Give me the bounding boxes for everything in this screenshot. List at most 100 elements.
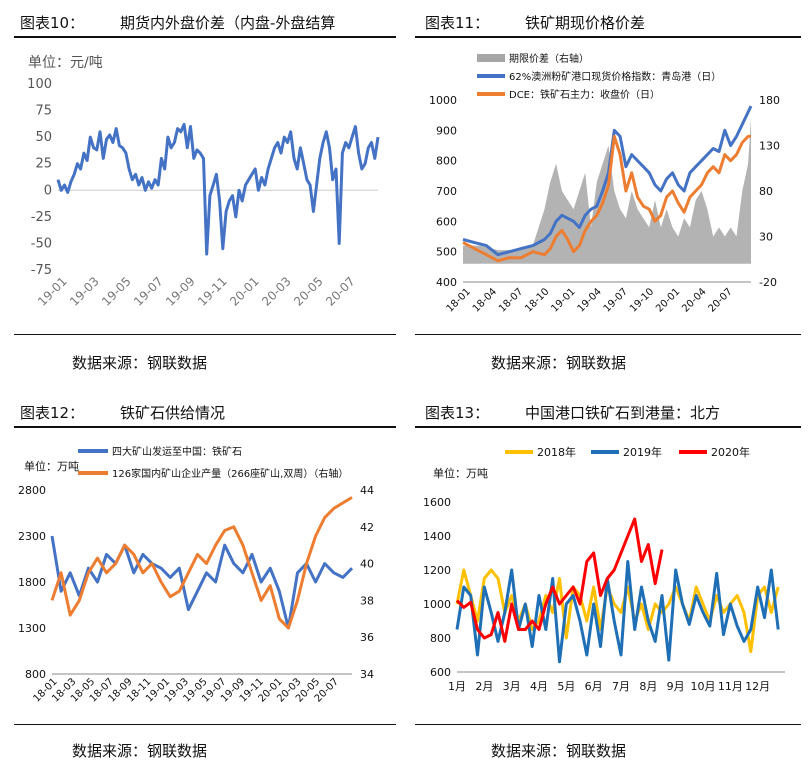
y-tick-label: 800: [25, 668, 46, 681]
fig11-title: 铁矿期现价格价差: [525, 14, 646, 32]
fig11-top-rule: [415, 36, 801, 38]
y-tick-label: 500: [436, 246, 457, 259]
y2-tick-label: 44: [360, 484, 374, 497]
unit-label: 单位：元/吨: [28, 55, 103, 71]
legend-label: 2019年: [623, 445, 662, 459]
series-line-0: [455, 568, 780, 654]
y-tick-label: 100: [27, 77, 52, 92]
y-tick-label: 1200: [423, 564, 451, 577]
x-tick-label: 10月: [691, 680, 716, 693]
x-tick-label: 20-04: [680, 286, 708, 314]
legend-label: 62%澳洲粉矿港口现货价格指数：青岛港（日）: [509, 70, 721, 83]
x-tick-label: 9月: [667, 680, 685, 693]
x-tick-label: 19-04: [576, 286, 604, 314]
x-tick-label: 19-05: [99, 274, 134, 309]
series-line-1: [455, 560, 780, 664]
x-tick-label: 6月: [585, 680, 603, 693]
fig10-chart: 单位：元/吨 100 75 50 25 0 -25 -50 -7519-0119-0319-05…: [27, 55, 380, 309]
x-tick-label: 20-01: [654, 286, 682, 314]
legend-label: 2018年: [537, 445, 576, 459]
x-tick-label: 5月: [557, 680, 575, 693]
y-tick-label: 1400: [423, 530, 451, 543]
fig13-bottom-rule: [415, 724, 801, 725]
fig11-bottom-rule: [415, 334, 801, 335]
y2-tick-label: -20: [759, 276, 777, 289]
fig13-title: 中国港口铁矿石到港量：北方: [525, 404, 721, 422]
y-tick-label: -50: [31, 236, 52, 251]
y-tick-label: 50: [35, 130, 52, 145]
x-tick-label: 19-09: [163, 274, 198, 309]
x-tick-label: 19-07: [131, 274, 166, 309]
y-tick-label: -75: [31, 263, 52, 278]
y-tick-label: 1000: [423, 598, 451, 611]
y2-tick-label: 36: [360, 631, 374, 644]
fig13-top-rule: [415, 426, 801, 428]
y-tick-label: 2800: [18, 484, 46, 497]
x-tick-label: 1月: [448, 680, 466, 693]
unit-label: 单位：万吨: [433, 466, 488, 480]
fig11-chart: 1000 900 800 700 600 500 400 180 130 80 30 -20 18-01…: [429, 52, 780, 315]
series-line-1: [462, 105, 753, 257]
x-tick-label: 8月: [639, 680, 657, 693]
y-tick-label: 75: [35, 104, 52, 119]
fig12-number: 图表12：: [20, 404, 85, 422]
fig10-source: 数据来源：钢联数据: [72, 354, 208, 372]
fig12-title: 铁矿石供给情况: [120, 404, 226, 422]
x-tick-label: 11月: [718, 680, 743, 693]
x-tick-label: 2月: [475, 680, 493, 693]
y-tick-label: 25: [35, 157, 52, 172]
x-tick-label: 20-07: [706, 286, 734, 314]
fig10-number: 图表10：: [20, 14, 85, 32]
series-line-0: [50, 535, 354, 630]
fig12-chart: 单位：万吨280023001800130080044424038363418-0…: [18, 445, 374, 705]
x-tick-label: 18-07: [497, 286, 525, 314]
y2-tick-label: 34: [360, 668, 374, 681]
y-tick-label: 1000: [429, 94, 457, 107]
series-line-2: [455, 517, 664, 643]
fig10-bottom-rule: [14, 334, 396, 335]
legend-label: 126家国内矿山企业产量（266座矿山,双周）（右轴）: [112, 467, 348, 480]
x-tick-label: 12月: [745, 680, 770, 693]
y-tick-label: -25: [31, 210, 52, 225]
x-tick-label: 19-11: [195, 274, 230, 309]
y2-tick-label: 130: [759, 140, 780, 153]
x-tick-label: 20-01: [227, 274, 262, 309]
fig12-top-rule: [14, 426, 396, 428]
x-tick-label: 18-01: [445, 286, 473, 314]
legend-swatch: [477, 54, 505, 62]
fig12-bottom-rule: [14, 724, 396, 725]
y-tick-label: 600: [436, 215, 457, 228]
x-tick-label: 20-07: [323, 274, 358, 309]
legend-label: 四大矿山发运至中国：铁矿石: [112, 445, 242, 458]
panel-fig13: 图表13： 中国港口铁矿石到港量：北方 单位：万吨 1600 1400 1200 100…: [405, 390, 809, 770]
x-tick-label: 19-03: [67, 274, 102, 309]
unit-label: 单位：万吨: [24, 459, 79, 473]
y-tick-label: 900: [436, 124, 457, 137]
y2-tick-label: 30: [759, 231, 773, 244]
fig13-source: 数据来源：钢联数据: [491, 742, 627, 760]
fig10-title: 期货内外盘价差（内盘-外盘结算: [120, 14, 336, 32]
y2-tick-label: 40: [360, 558, 374, 571]
panel-fig11: 图表11： 铁矿期现价格价差 1000 900 800 700 600 500 400 180…: [405, 0, 809, 390]
y2-tick-label: 38: [360, 594, 374, 607]
x-tick-label: 20-03: [259, 274, 294, 309]
x-tick-label: 19-01: [549, 286, 577, 314]
x-tick-label: 4月: [530, 680, 548, 693]
x-tick-label: 18-10: [523, 286, 551, 314]
y-tick-label: 0: [44, 183, 52, 198]
x-tick-label: 3月: [503, 680, 521, 693]
y-tick-label: 700: [436, 185, 457, 198]
y-tick-label: 1800: [18, 576, 46, 589]
y-tick-label: 1600: [423, 496, 451, 509]
panel-fig10: 图表10： 期货内外盘价差（内盘-外盘结算 单位：元/吨 100 75 50 25 0 -2…: [0, 0, 400, 390]
legend-label: 2020年: [711, 445, 750, 459]
y-tick-label: 1300: [18, 622, 46, 635]
fig10-top-rule: [14, 36, 396, 38]
x-tick-label: 18-04: [471, 286, 499, 314]
fig13-number: 图表13：: [425, 404, 490, 422]
y-tick-label: 2300: [18, 530, 46, 543]
y2-tick-label: 42: [360, 521, 374, 534]
x-tick-label: 19-10: [628, 286, 656, 314]
x-tick-label: 7月: [612, 680, 630, 693]
